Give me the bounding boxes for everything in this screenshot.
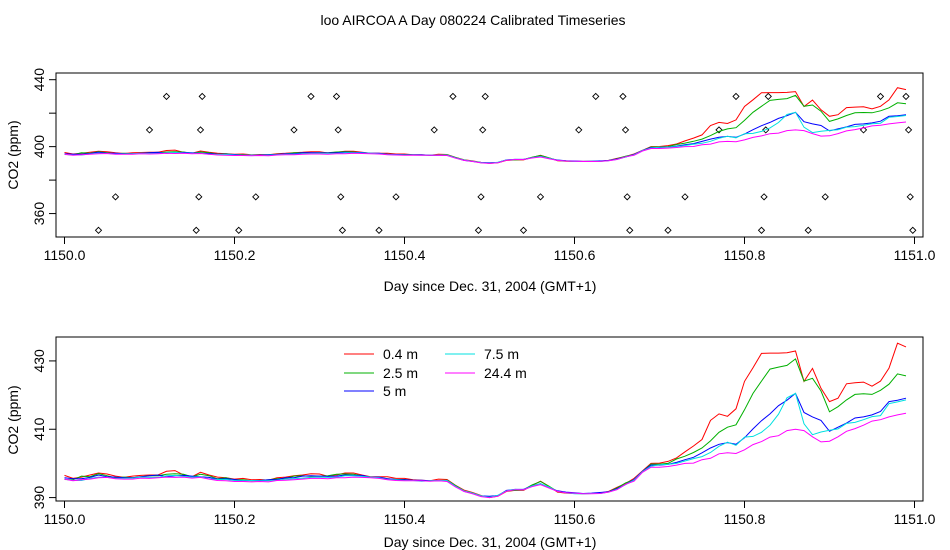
- bottom-x-tick-label: 1150.2: [214, 511, 256, 527]
- top-diamond-marker: [621, 126, 630, 134]
- top-diamond-marker: [479, 126, 487, 134]
- top-diamond-marker: [111, 193, 120, 201]
- bottom-y-axis: 390 410 430: [31, 349, 56, 509]
- top-diamond-marker: [94, 226, 103, 234]
- top-x-tick-label: 1150.0: [44, 247, 86, 263]
- top-diamond-marker: [449, 92, 457, 101]
- top-diamond-marker: [290, 126, 298, 134]
- top-series-7-5-m: [64, 111, 907, 164]
- bottom-y-tick-label: 410: [31, 417, 47, 441]
- bottom-y-axis-label: CO2 (ppm): [5, 385, 21, 454]
- bottom-series-7-5-m: [64, 392, 907, 498]
- top-diamond-marker: [619, 92, 627, 101]
- bottom-series-24-4-m: [64, 412, 907, 499]
- top-series-5-m: [64, 111, 907, 164]
- top-x-tick-label: 1150.8: [724, 247, 766, 263]
- top-diamond-marker: [392, 193, 400, 201]
- top-x-tick-label: 1150.4: [384, 247, 426, 263]
- bottom-x-tick-label: 1150.6: [554, 511, 596, 527]
- bottom-y-tick-label: 390: [31, 486, 47, 510]
- legend: 0.4 m 2.5 m 5 m 7.5 m 24.4 m: [344, 346, 527, 399]
- top-diamond-marker: [592, 92, 600, 101]
- legend-label-2-5m: 2.5 m: [383, 365, 418, 381]
- bottom-x-axis: 1150.0 1150.2 1150.4 1150.6 1150.8 1151.0: [44, 501, 936, 527]
- top-diamond-marker: [192, 226, 200, 234]
- top-diamond-marker: [474, 226, 483, 234]
- top-diamond-marker: [859, 126, 868, 134]
- top-diamond-marker: [334, 126, 342, 134]
- top-diamond-marker: [307, 92, 315, 101]
- top-diamond-marker: [519, 226, 528, 234]
- top-diamond-marker: [715, 126, 723, 134]
- top-panel: 360 400 440 1150.0 1150.2 1150.4 1150.6 1150.8…: [5, 68, 936, 294]
- top-diamond-marker: [536, 193, 545, 201]
- top-diamond-marker: [902, 92, 910, 101]
- top-diamond-marker: [337, 193, 345, 201]
- top-diamond-marker: [477, 193, 485, 201]
- top-diamond-marker: [623, 193, 631, 201]
- top-diamond-marker: [575, 126, 583, 134]
- top-y-axis-label: CO2 (ppm): [5, 120, 21, 189]
- top-diamond-marker: [764, 92, 772, 101]
- top-marker-layer: [94, 92, 917, 234]
- bottom-series-5-m: [64, 392, 907, 497]
- top-diamond-marker: [904, 126, 913, 134]
- top-diamond-marker: [430, 126, 438, 134]
- top-diamond-marker: [821, 193, 829, 201]
- top-diamond-marker: [195, 193, 203, 201]
- top-diamond-marker: [338, 226, 347, 234]
- top-diamond-marker: [162, 92, 171, 101]
- bottom-x-axis-label: Day since Dec. 31, 2004 (GMT+1): [384, 534, 597, 550]
- legend-label-5m: 5 m: [383, 383, 406, 399]
- bottom-x-tick-label: 1150.4: [384, 511, 426, 527]
- top-series-layer: [64, 87, 907, 164]
- top-y-tick-label: 360: [31, 202, 47, 226]
- top-diamond-marker: [732, 92, 740, 101]
- top-series-24-4-m: [64, 121, 907, 164]
- bottom-y-tick-label: 430: [31, 349, 47, 373]
- top-diamond-marker: [626, 226, 634, 234]
- top-diamond-marker: [664, 226, 672, 234]
- legend-label-24-4m: 24.4 m: [484, 365, 527, 381]
- figure-title: loo AIRCOA A Day 080224 Calibrated Times…: [320, 12, 625, 28]
- top-diamond-marker: [332, 92, 341, 101]
- top-diamond-marker: [252, 193, 260, 201]
- legend-label-7-5m: 7.5 m: [484, 346, 519, 362]
- top-diamond-marker: [804, 226, 812, 234]
- top-diamond-marker: [145, 126, 154, 134]
- top-x-tick-label: 1150.6: [554, 247, 596, 263]
- bottom-plot-frame: [55, 336, 924, 502]
- top-diamond-marker: [198, 92, 206, 101]
- top-diamond-marker: [681, 193, 689, 201]
- top-diamond-marker: [481, 92, 489, 101]
- top-x-axis-label: Day since Dec. 31, 2004 (GMT+1): [384, 278, 597, 294]
- top-y-tick-label: 400: [31, 135, 47, 159]
- top-x-tick-label: 1151.0: [894, 247, 936, 263]
- bottom-x-tick-label: 1150.0: [44, 511, 86, 527]
- bottom-panel: 390 410 430 1150.0 1150.2 1150.4 1150.6 1150.8…: [5, 336, 936, 550]
- top-diamond-marker: [876, 92, 885, 101]
- top-diamond-marker: [906, 193, 914, 201]
- top-x-axis: 1150.0 1150.2 1150.4 1150.6 1150.8 1151.0: [44, 237, 936, 263]
- top-y-axis: 360 400 440: [31, 68, 56, 225]
- top-diamond-marker: [375, 226, 383, 234]
- bottom-x-tick-label: 1150.8: [724, 511, 766, 527]
- top-plot-frame: [55, 72, 924, 238]
- top-diamond-marker: [196, 126, 205, 134]
- legend-label-0-4m: 0.4 m: [383, 346, 418, 362]
- top-diamond-marker: [757, 226, 766, 234]
- top-y-tick-label: 440: [31, 68, 47, 92]
- top-diamond-marker: [760, 193, 768, 201]
- top-x-tick-label: 1150.2: [214, 247, 256, 263]
- top-diamond-marker: [909, 226, 917, 234]
- top-diamond-marker: [235, 226, 243, 234]
- bottom-x-tick-label: 1151.0: [894, 511, 936, 527]
- bottom-series-layer: [64, 342, 907, 499]
